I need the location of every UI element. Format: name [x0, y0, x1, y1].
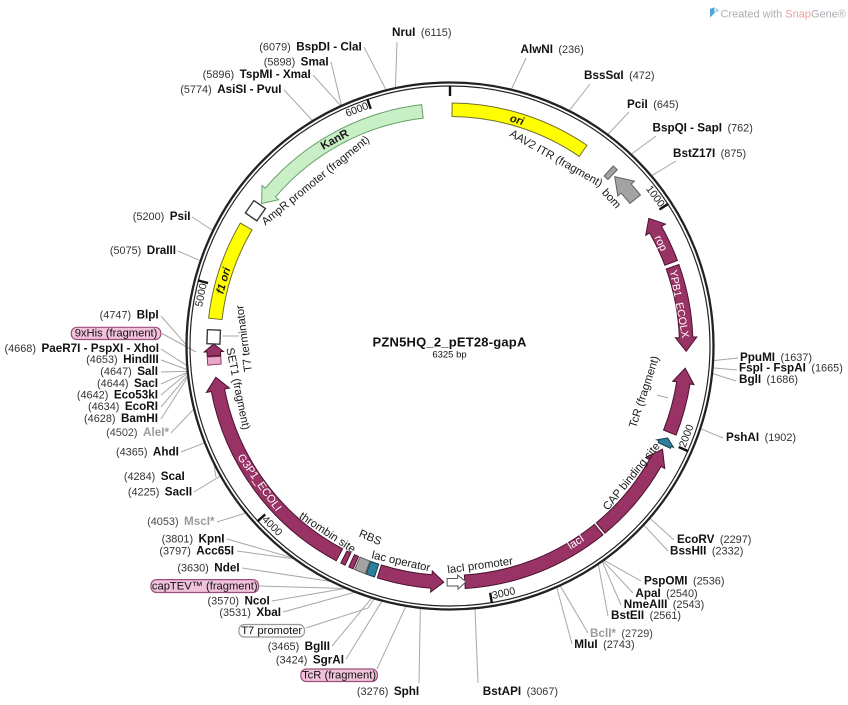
- svg-text:BstEII (2561): BstEII (2561): [611, 609, 681, 622]
- svg-text:BclI* (2729): BclI* (2729): [590, 627, 653, 640]
- svg-text:(5200) PsiI: (5200) PsiI: [133, 210, 191, 223]
- svg-text:BspQI - SapI (762): BspQI - SapI (762): [653, 122, 753, 135]
- svg-text:NruI (6115): NruI (6115): [392, 26, 452, 39]
- svg-text:PZN5HQ_2_pET28-gapA: PZN5HQ_2_pET28-gapA: [372, 335, 526, 350]
- svg-text:(5896) TspMI - XmaI: (5896) TspMI - XmaI: [203, 68, 311, 81]
- svg-text:5000: 5000: [193, 282, 210, 308]
- svg-text:BglI (1686): BglI (1686): [739, 373, 798, 386]
- svg-text:(4644) SacI: (4644) SacI: [97, 377, 158, 390]
- svg-text:Created with SnapGene®: Created with SnapGene®: [720, 9, 846, 21]
- svg-text:EcoRV (2297): EcoRV (2297): [677, 533, 751, 546]
- svg-text:ApaI (2540): ApaI (2540): [635, 587, 697, 600]
- svg-text:ori: ori: [508, 113, 526, 129]
- svg-text:(3465) BglII: (3465) BglII: [268, 640, 330, 653]
- svg-text:(4502) AleI*: (4502) AleI*: [106, 426, 169, 439]
- svg-text:(4747) BlpI: (4747) BlpI: [100, 309, 159, 322]
- svg-text:MluI (2743): MluI (2743): [574, 638, 634, 651]
- svg-text:(4225) SacII: (4225) SacII: [128, 486, 192, 499]
- svg-text:6325 bp: 6325 bp: [432, 350, 466, 361]
- svg-text:T7 promoter: T7 promoter: [241, 625, 302, 637]
- svg-text:(4668) PaeR7I - PspXI - XhoI: (4668) PaeR7I - PspXI - XhoI: [5, 342, 160, 355]
- svg-text:3000: 3000: [491, 585, 517, 602]
- svg-text:(3630) NdeI: (3630) NdeI: [177, 562, 239, 575]
- svg-text:(4365) AhdI: (4365) AhdI: [116, 446, 179, 459]
- svg-text:PpuMI (1637): PpuMI (1637): [740, 351, 812, 364]
- svg-text:(4053) MscI*: (4053) MscI*: [147, 515, 215, 528]
- svg-text:PciI (645): PciI (645): [627, 98, 679, 111]
- svg-text:(3801) KpnI: (3801) KpnI: [162, 533, 225, 546]
- svg-text:BstAPI (3067): BstAPI (3067): [483, 685, 558, 698]
- svg-text:(4653) HindIII: (4653) HindIII: [86, 353, 159, 366]
- svg-text:FspI - FspAI (1665): FspI - FspAI (1665): [739, 362, 843, 375]
- svg-text:(4628) BamHI: (4628) BamHI: [84, 412, 158, 425]
- svg-text:(3276) SphI: (3276) SphI: [357, 685, 419, 698]
- svg-text:BstZ17I (875): BstZ17I (875): [673, 147, 746, 160]
- svg-text:BssSαI (472): BssSαI (472): [584, 69, 655, 82]
- svg-text:(4284) ScaI: (4284) ScaI: [124, 470, 185, 483]
- svg-text:(4634) EcoRI: (4634) EcoRI: [88, 400, 158, 413]
- svg-text:capTEV™ (fragment): capTEV™ (fragment): [152, 580, 258, 592]
- svg-text:NmeAIII (2543): NmeAIII (2543): [624, 598, 704, 611]
- svg-text:(4647) SalI: (4647) SalI: [100, 365, 158, 378]
- svg-text:(3797) Acc65I: (3797) Acc65I: [159, 545, 234, 558]
- svg-text:(6079) BspDI - ClaI: (6079) BspDI - ClaI: [259, 41, 362, 54]
- svg-text:BssHII (2332): BssHII (2332): [670, 545, 743, 558]
- svg-text:(3424) SgrAI: (3424) SgrAI: [276, 654, 344, 667]
- svg-text:PshAI (1902): PshAI (1902): [726, 431, 796, 444]
- svg-text:PspOMI (2536): PspOMI (2536): [644, 575, 724, 588]
- svg-text:TcR (fragment): TcR (fragment): [302, 669, 376, 681]
- svg-text:(3531) XbaI: (3531) XbaI: [219, 606, 281, 619]
- svg-text:(5898) SmaI: (5898) SmaI: [264, 56, 329, 69]
- svg-text:(5774) AsiSI - PvuI: (5774) AsiSI - PvuI: [180, 83, 281, 96]
- svg-text:(4642) Eco53kI: (4642) Eco53kI: [77, 389, 158, 402]
- svg-text:AlwNI (236): AlwNI (236): [521, 43, 584, 56]
- svg-text:(3570) NcoI: (3570) NcoI: [208, 595, 270, 608]
- svg-text:(5075) DraIII: (5075) DraIII: [110, 244, 176, 257]
- svg-text:9xHis (fragment): 9xHis (fragment): [75, 327, 158, 339]
